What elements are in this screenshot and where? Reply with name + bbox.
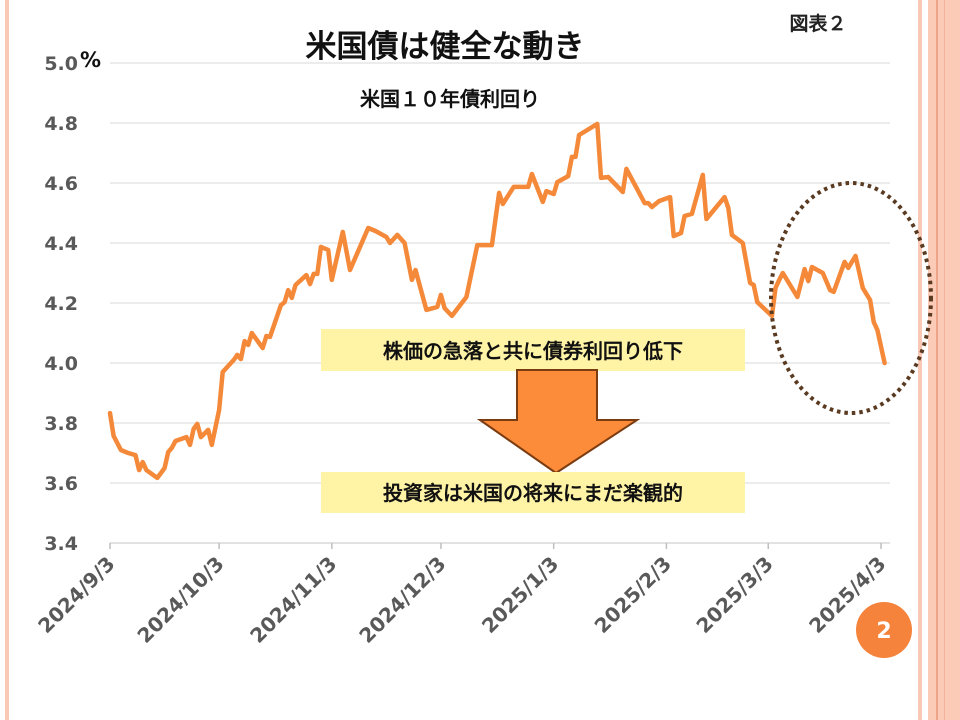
figure-label: 図表２ — [789, 12, 846, 35]
y-tick-label: 5.0 — [44, 53, 78, 75]
series-points — [109, 123, 885, 478]
y-tick-label: 4.4 — [44, 233, 78, 255]
annotation-box-top — [321, 329, 745, 371]
annotation-box-bottom — [321, 472, 745, 513]
x-tick-label: 2025/3/3 — [691, 552, 777, 638]
y-axis-ticks: 3.4 3.6 3.8 4.0 4.2 4.4 4.6 4.8 5.0 — [44, 53, 78, 555]
x-tick-label: 2024/10/3 — [132, 552, 228, 648]
y-unit-label: % — [80, 48, 101, 72]
slide-title: 米国債は健全な動き — [306, 29, 585, 65]
x-tick-label: 2025/1/3 — [477, 552, 563, 638]
y-tick-label: 4.2 — [44, 293, 78, 315]
series-line — [107, 121, 887, 481]
left-border — [5, 0, 9, 720]
annotation-bottom-text: 投資家は米国の将来にまだ楽観的 — [383, 481, 683, 505]
y-tick-label: 3.8 — [44, 413, 78, 435]
right-border-line-2 — [944, 0, 945, 720]
highlight-ellipse — [769, 181, 933, 415]
annotation-top-text: 株価の急落と共に債券利回り低下 — [383, 339, 683, 363]
chart-title: 米国１０年債利回り — [360, 87, 540, 111]
x-tick-label: 2025/2/3 — [590, 552, 676, 638]
right-border-line — [936, 0, 938, 720]
x-tick-label: 2024/12/3 — [354, 552, 450, 648]
y-tick-label: 4.0 — [44, 353, 78, 375]
page-number: 2 — [876, 619, 891, 644]
y-tick-label: 3.6 — [44, 473, 78, 495]
y-tick-label: 3.4 — [44, 533, 78, 555]
page-number-badge — [856, 602, 912, 658]
x-tick-label: 2024/11/3 — [245, 552, 341, 648]
y-tick-label: 4.6 — [44, 173, 78, 195]
down-arrow-icon — [476, 369, 641, 475]
x-axis: 2024/9/3 2024/10/3 2024/11/3 2024/12/3 2025/… — [33, 542, 891, 648]
y-tick-label: 4.8 — [44, 113, 78, 135]
x-tick-label: 2024/9/3 — [33, 552, 119, 638]
